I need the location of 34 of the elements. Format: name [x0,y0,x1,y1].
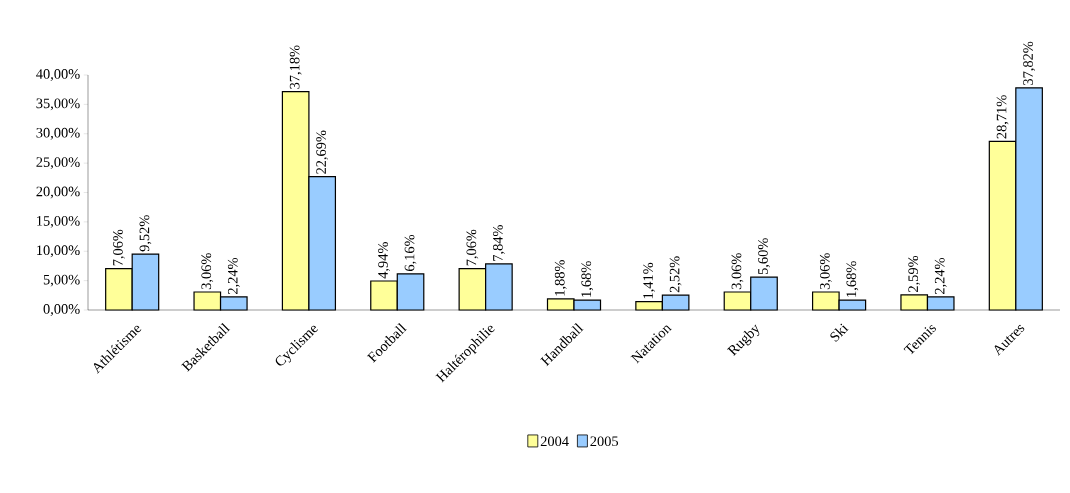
data-label: 1,68% [581,261,594,297]
data-label: 3,06% [201,253,214,290]
y-tick-label: 25,00% [36,157,80,170]
data-label: 7,06% [466,229,479,266]
data-label: 37,82% [1023,41,1035,85]
data-label: 5,60% [758,238,770,275]
data-label: 2,52% [669,256,682,293]
y-tick-label: 5,00% [43,274,80,287]
y-tick-label: 0,00% [43,304,80,316]
y-tick-label: 30,00% [36,127,80,140]
data-label: 2,24% [227,257,240,295]
data-label: 2,24% [934,257,947,295]
data-label: 22,69% [316,130,329,174]
data-label: 1,68% [846,261,859,297]
data-label: 1,41% [643,262,656,299]
data-label: 7,06% [113,229,125,266]
data-label: 28,71% [996,95,1009,139]
data-label: 9,52% [139,215,152,252]
data-label: 7,84% [492,225,505,261]
data-label: 6,16% [404,234,417,271]
legend-label: 2005 [590,436,619,447]
y-tick-label: 40,00% [36,69,80,81]
data-label: 3,06% [819,253,832,290]
y-tick-label: 15,00% [37,215,80,228]
data-label: 3,06% [731,253,744,290]
y-tick-label: 20,00% [36,186,80,199]
y-tick-label: 35,00% [36,98,80,111]
data-label: 4,94% [378,242,390,279]
data-label: 2,59% [908,255,921,292]
legend-label: 2004 [540,436,569,447]
data-label: 1,88% [554,260,567,296]
y-tick-label: 10,00% [37,245,80,258]
data-label: 37,18% [289,45,302,89]
x-tick-label: Ski [830,323,849,342]
